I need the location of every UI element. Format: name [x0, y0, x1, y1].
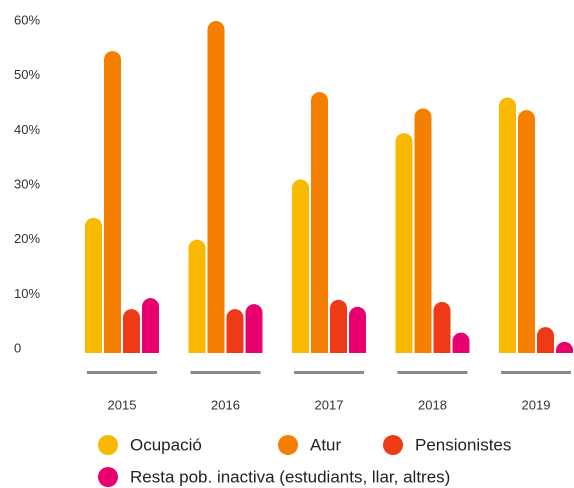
y-tick-label: 40%: [14, 122, 40, 137]
axis-underline: [87, 371, 157, 374]
legend-marker: [98, 435, 118, 455]
y-tick-label: 20%: [14, 231, 40, 246]
bar: [395, 133, 413, 353]
x-tick-label: 2016: [211, 397, 240, 412]
legend-marker: [98, 467, 118, 487]
axis-underline: [397, 371, 468, 374]
bar: [226, 309, 244, 353]
y-tick-label: 30%: [14, 176, 40, 191]
bar: [452, 332, 470, 353]
bar: [142, 298, 159, 353]
bar: [499, 97, 516, 353]
bar: [85, 217, 102, 353]
bar: [104, 51, 121, 354]
bar: [537, 327, 554, 353]
bar: [123, 309, 140, 353]
bar: [518, 110, 535, 354]
x-tick-label: 2018: [418, 397, 447, 412]
bar: [556, 341, 573, 353]
legend-label: Atur: [310, 435, 342, 454]
x-tick-label: 2017: [315, 397, 344, 412]
legend-label: Pensionistes: [415, 435, 511, 454]
bar: [433, 301, 451, 353]
axis-underline: [294, 371, 364, 374]
legend-marker: [383, 435, 403, 455]
bar: [311, 92, 328, 354]
y-tick-label: 10%: [14, 286, 40, 301]
x-tick-label: 2019: [522, 397, 551, 412]
bar: [245, 304, 263, 353]
legend-marker: [278, 435, 298, 455]
bar: [188, 239, 206, 353]
bar: [207, 21, 225, 353]
axis-underline: [501, 371, 571, 374]
x-tick-label: 2015: [108, 397, 137, 412]
y-tick-label: 50%: [14, 67, 40, 82]
axis-underline: [190, 371, 261, 374]
legend-label: Ocupació: [130, 435, 202, 454]
bar: [330, 299, 347, 353]
bar: [292, 179, 309, 353]
bar: [349, 306, 366, 353]
legend-label: Resta pob. inactiva (estudiants, llar, a…: [130, 467, 450, 486]
bar: [414, 108, 432, 353]
y-tick-label: 0: [14, 340, 21, 355]
y-tick-label: 60%: [14, 12, 40, 27]
